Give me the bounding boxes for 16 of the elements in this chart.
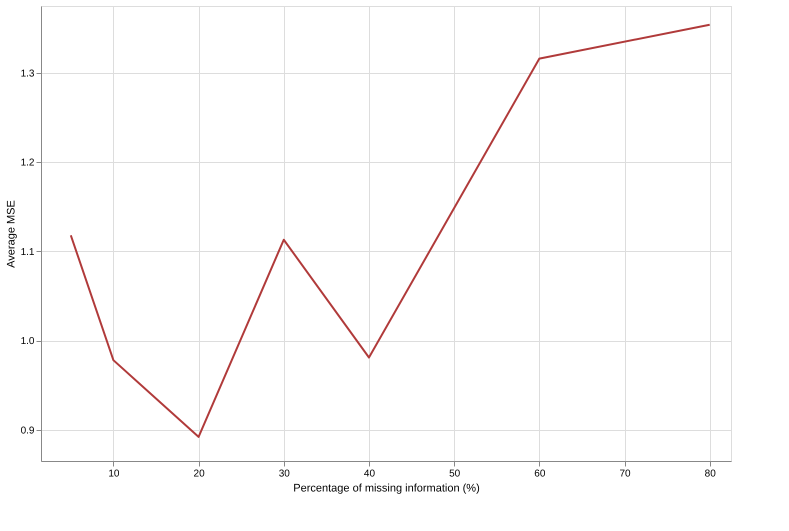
y-axis-title: Average MSE <box>6 200 18 268</box>
line-series <box>70 24 711 438</box>
x-tick-label: 50 <box>449 468 461 480</box>
y-tick-label: 1.2 <box>20 158 35 169</box>
y-tick-label: 1.0 <box>20 336 35 348</box>
x-tick-label: 60 <box>534 468 546 480</box>
x-tick-label: 70 <box>619 468 632 480</box>
y-tick-label: 1.1 <box>20 246 35 258</box>
x-tick-label: 10 <box>108 468 120 480</box>
x-axis-title: Percentage of missing information (%) <box>293 482 480 494</box>
y-tick-label: 1.3 <box>20 68 35 80</box>
x-tick-label: 20 <box>194 468 206 480</box>
x-tick-label: 80 <box>704 468 716 480</box>
x-tick-label: 30 <box>278 468 290 480</box>
x-tick-label: 40 <box>364 468 376 480</box>
y-tick-label: 0.9 <box>20 425 35 436</box>
